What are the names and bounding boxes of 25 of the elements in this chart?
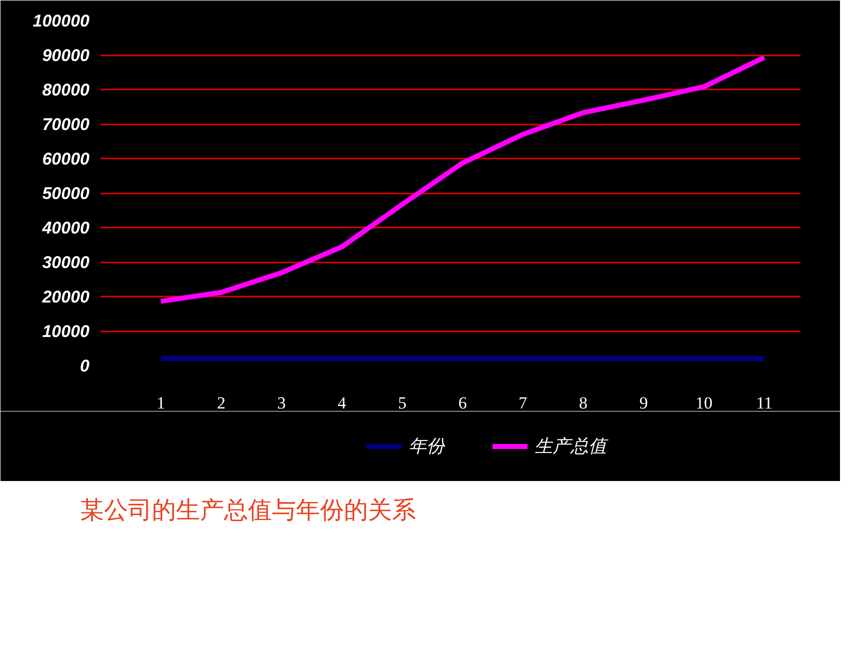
y-tick-label: 10000 [42, 322, 90, 341]
x-tick-label: 5 [398, 394, 406, 412]
y-tick-label: 80000 [42, 80, 90, 100]
x-tick-label: 1 [156, 394, 166, 412]
x-tick-label: 9 [639, 394, 648, 412]
legend-label: 年份 [408, 436, 446, 457]
text: 某公司的生产总值与年份的关系 [80, 495, 416, 526]
x-tick-label: 8 [579, 394, 588, 412]
x-tick-label: 10 [695, 394, 712, 412]
x-tick-label: 6 [458, 394, 467, 412]
y-tick-label: 100000 [32, 12, 90, 30]
x-tick-label: 7 [518, 394, 528, 412]
y-tick-label: 50000 [42, 184, 90, 203]
x-tick-label: 4 [338, 394, 347, 412]
x-tick-label: 11 [756, 394, 772, 412]
y-tick-label: 30000 [42, 253, 90, 272]
y-tick-label: 90000 [42, 46, 90, 65]
y-tick-label: 0 [80, 356, 90, 376]
x-tick-label: 2 [216, 394, 226, 412]
y-tick-label: 20000 [41, 288, 90, 306]
y-tick-label: 40000 [41, 218, 90, 238]
x-tick-label: 3 [277, 394, 286, 412]
y-tick-label: 60000 [42, 150, 90, 168]
y-tick-label: 70000 [42, 115, 90, 134]
legend-label: 生产总值 [534, 436, 608, 457]
